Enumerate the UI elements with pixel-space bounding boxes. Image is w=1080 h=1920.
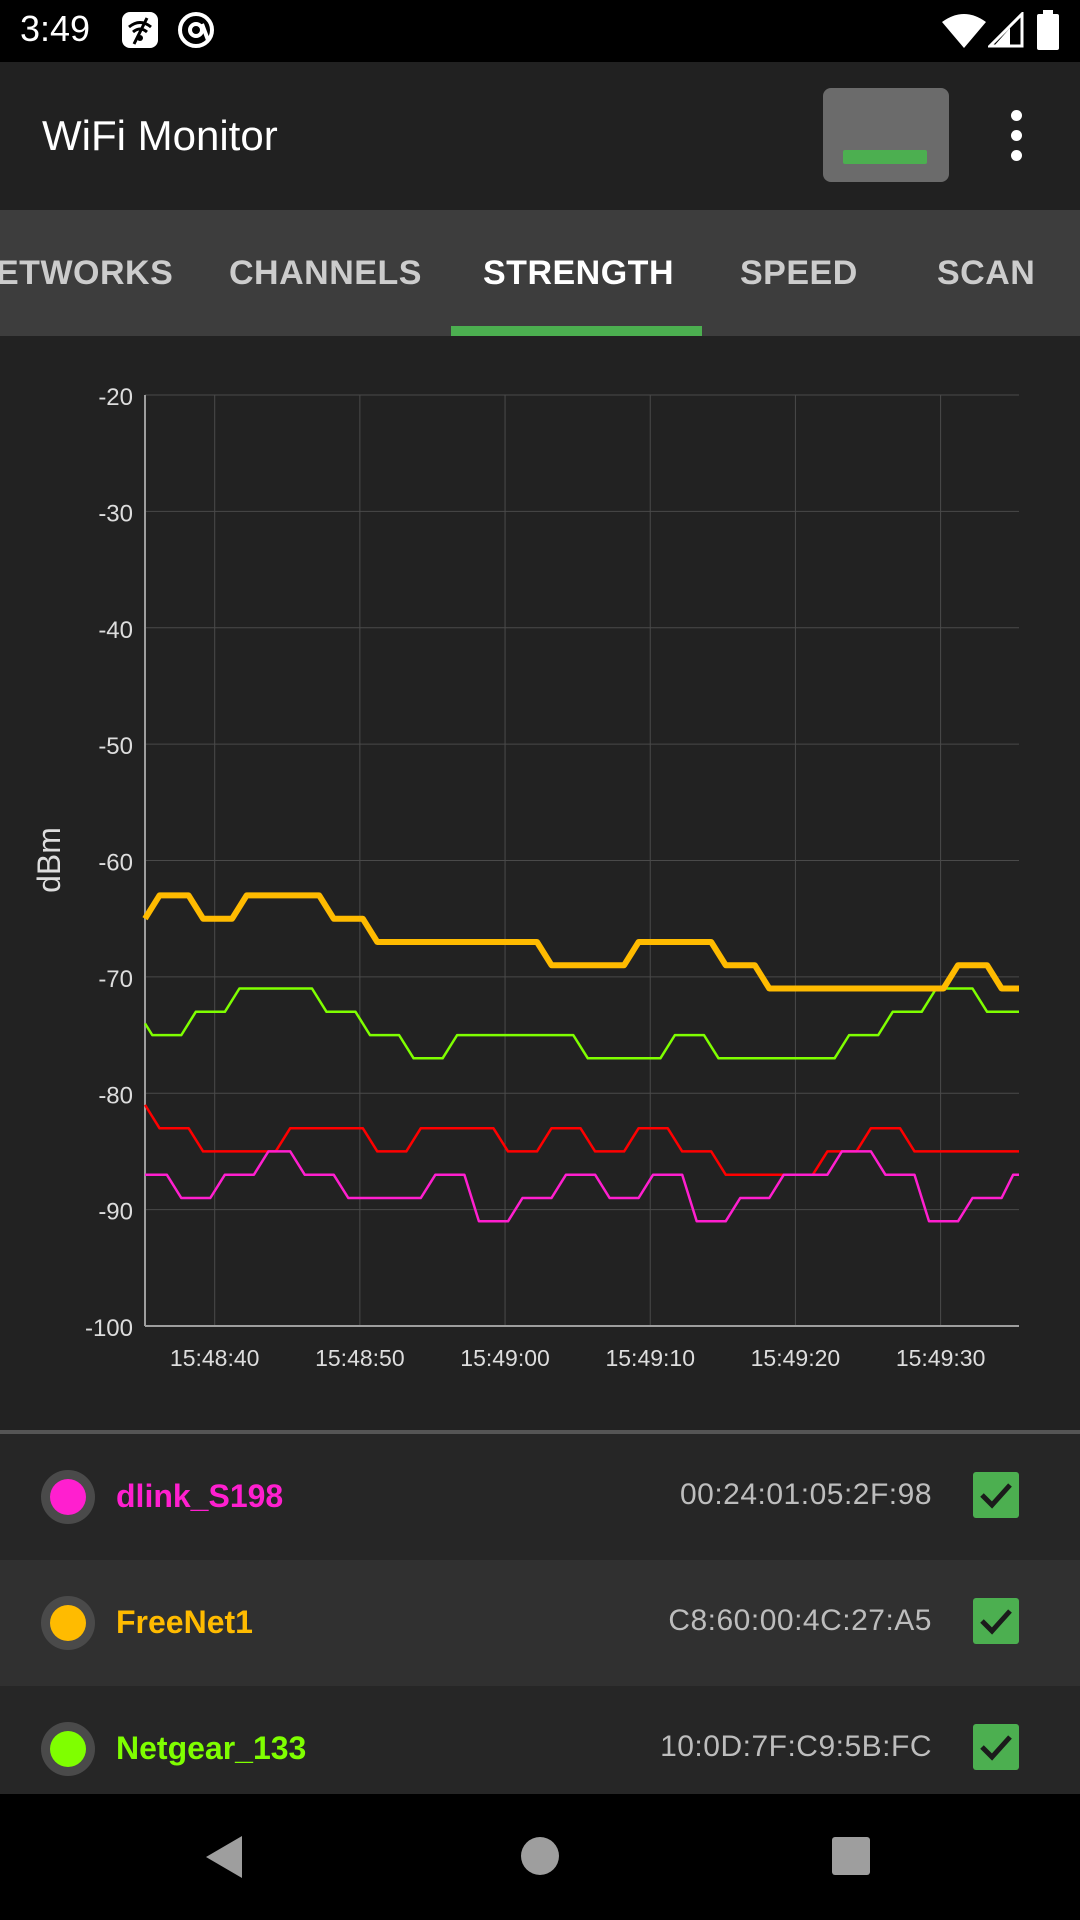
y-tick-label: -90 (98, 1199, 133, 1226)
signal-level-bar (843, 150, 927, 164)
signal-icon (986, 10, 1024, 53)
check-icon (980, 1735, 1012, 1761)
y-tick-label: -60 (98, 850, 133, 877)
tab-channels[interactable]: CHANNELS (229, 254, 422, 292)
color-dot (41, 1722, 95, 1776)
y-tick-label: -100 (85, 1315, 133, 1342)
network-color-dot (50, 1479, 86, 1515)
network-bssid: 10:0D:7F:C9:5B:FC (660, 1730, 932, 1763)
wifi-icon (942, 12, 986, 53)
chart-canvas: -20 -30 -40 -50 -60 -70 -80 -90 -100 15:48:40 15:4… (31, 384, 1019, 1371)
series-line (143, 1104, 1019, 1176)
x-tick-label: 15:49:00 (460, 1345, 550, 1371)
series-line (142, 892, 1019, 992)
x-tick-label: 15:48:50 (315, 1345, 405, 1371)
status-time: 3:49 (20, 8, 91, 49)
series-line (145, 1150, 1019, 1223)
y-tick-label: -30 (98, 500, 133, 527)
y-tick-label: -70 (98, 966, 133, 993)
network-row-netgear[interactable]: Netgear_133 10:0D:7F:C9:5B:FC (0, 1686, 1080, 1812)
network-row-freenet[interactable]: FreeNet1 C8:60:00:4C:27:A5 (0, 1560, 1080, 1686)
x-tick-label: 15:49:30 (896, 1345, 986, 1371)
tab-networks[interactable]: ETWORKS (0, 254, 174, 292)
active-tab-indicator (451, 326, 702, 336)
tab-bar: ETWORKS CHANNELS STRENGTH SPEED SCAN (0, 210, 1080, 336)
tab-scan[interactable]: SCAN (937, 254, 1036, 292)
wifi-settings-icon (120, 10, 160, 55)
x-tick-label: 15:49:10 (605, 1345, 695, 1371)
tab-strength[interactable]: STRENGTH (483, 254, 674, 292)
network-color-dot (50, 1605, 86, 1641)
check-icon (980, 1609, 1012, 1635)
color-dot (41, 1596, 95, 1650)
y-axis-label: dBm (31, 827, 67, 893)
signal-strength-chart: -20 -30 -40 -50 -60 -70 -80 -90 -100 15:48:40 15:4… (0, 336, 1080, 1430)
x-tick-label: 15:49:20 (751, 1345, 841, 1371)
home-icon[interactable] (520, 1836, 560, 1881)
list-divider (0, 1430, 1080, 1434)
y-tick-label: -40 (98, 617, 133, 644)
network-ssid: dlink_S198 (116, 1478, 284, 1514)
at-sign-icon (176, 10, 216, 55)
network-color-dot (50, 1731, 86, 1767)
app-title: WiFi Monitor (42, 112, 278, 159)
tab-speed[interactable]: SPEED (740, 254, 858, 292)
recents-icon[interactable] (831, 1836, 871, 1881)
network-ssid: FreeNet1 (116, 1604, 253, 1640)
network-visible-checkbox[interactable] (973, 1472, 1019, 1518)
app-bar: WiFi Monitor (0, 62, 1080, 210)
y-tick-label: -80 (98, 1082, 133, 1109)
series-line (143, 987, 1019, 1060)
x-tick-label: 15:48:40 (170, 1345, 260, 1371)
back-icon[interactable] (204, 1834, 244, 1885)
network-bssid: C8:60:00:4C:27:A5 (668, 1604, 932, 1637)
y-tick-label: -20 (98, 384, 133, 411)
network-ssid: Netgear_133 (116, 1730, 307, 1766)
network-list: dlink_S198 00:24:01:05:2F:98 FreeNet1 C8… (0, 1434, 1080, 1812)
check-icon (980, 1483, 1012, 1509)
signal-indicator-button[interactable] (823, 88, 949, 182)
y-tick-label: -50 (98, 733, 133, 760)
network-visible-checkbox[interactable] (973, 1724, 1019, 1770)
color-dot (41, 1470, 95, 1524)
network-visible-checkbox[interactable] (973, 1598, 1019, 1644)
battery-icon (1036, 10, 1060, 55)
network-row-dlink[interactable]: dlink_S198 00:24:01:05:2F:98 (0, 1434, 1080, 1560)
more-vert-icon[interactable] (1000, 110, 1034, 162)
network-bssid: 00:24:01:05:2F:98 (679, 1478, 932, 1511)
status-bar: 3:49 (0, 0, 1080, 62)
nav-bar (0, 1794, 1080, 1920)
